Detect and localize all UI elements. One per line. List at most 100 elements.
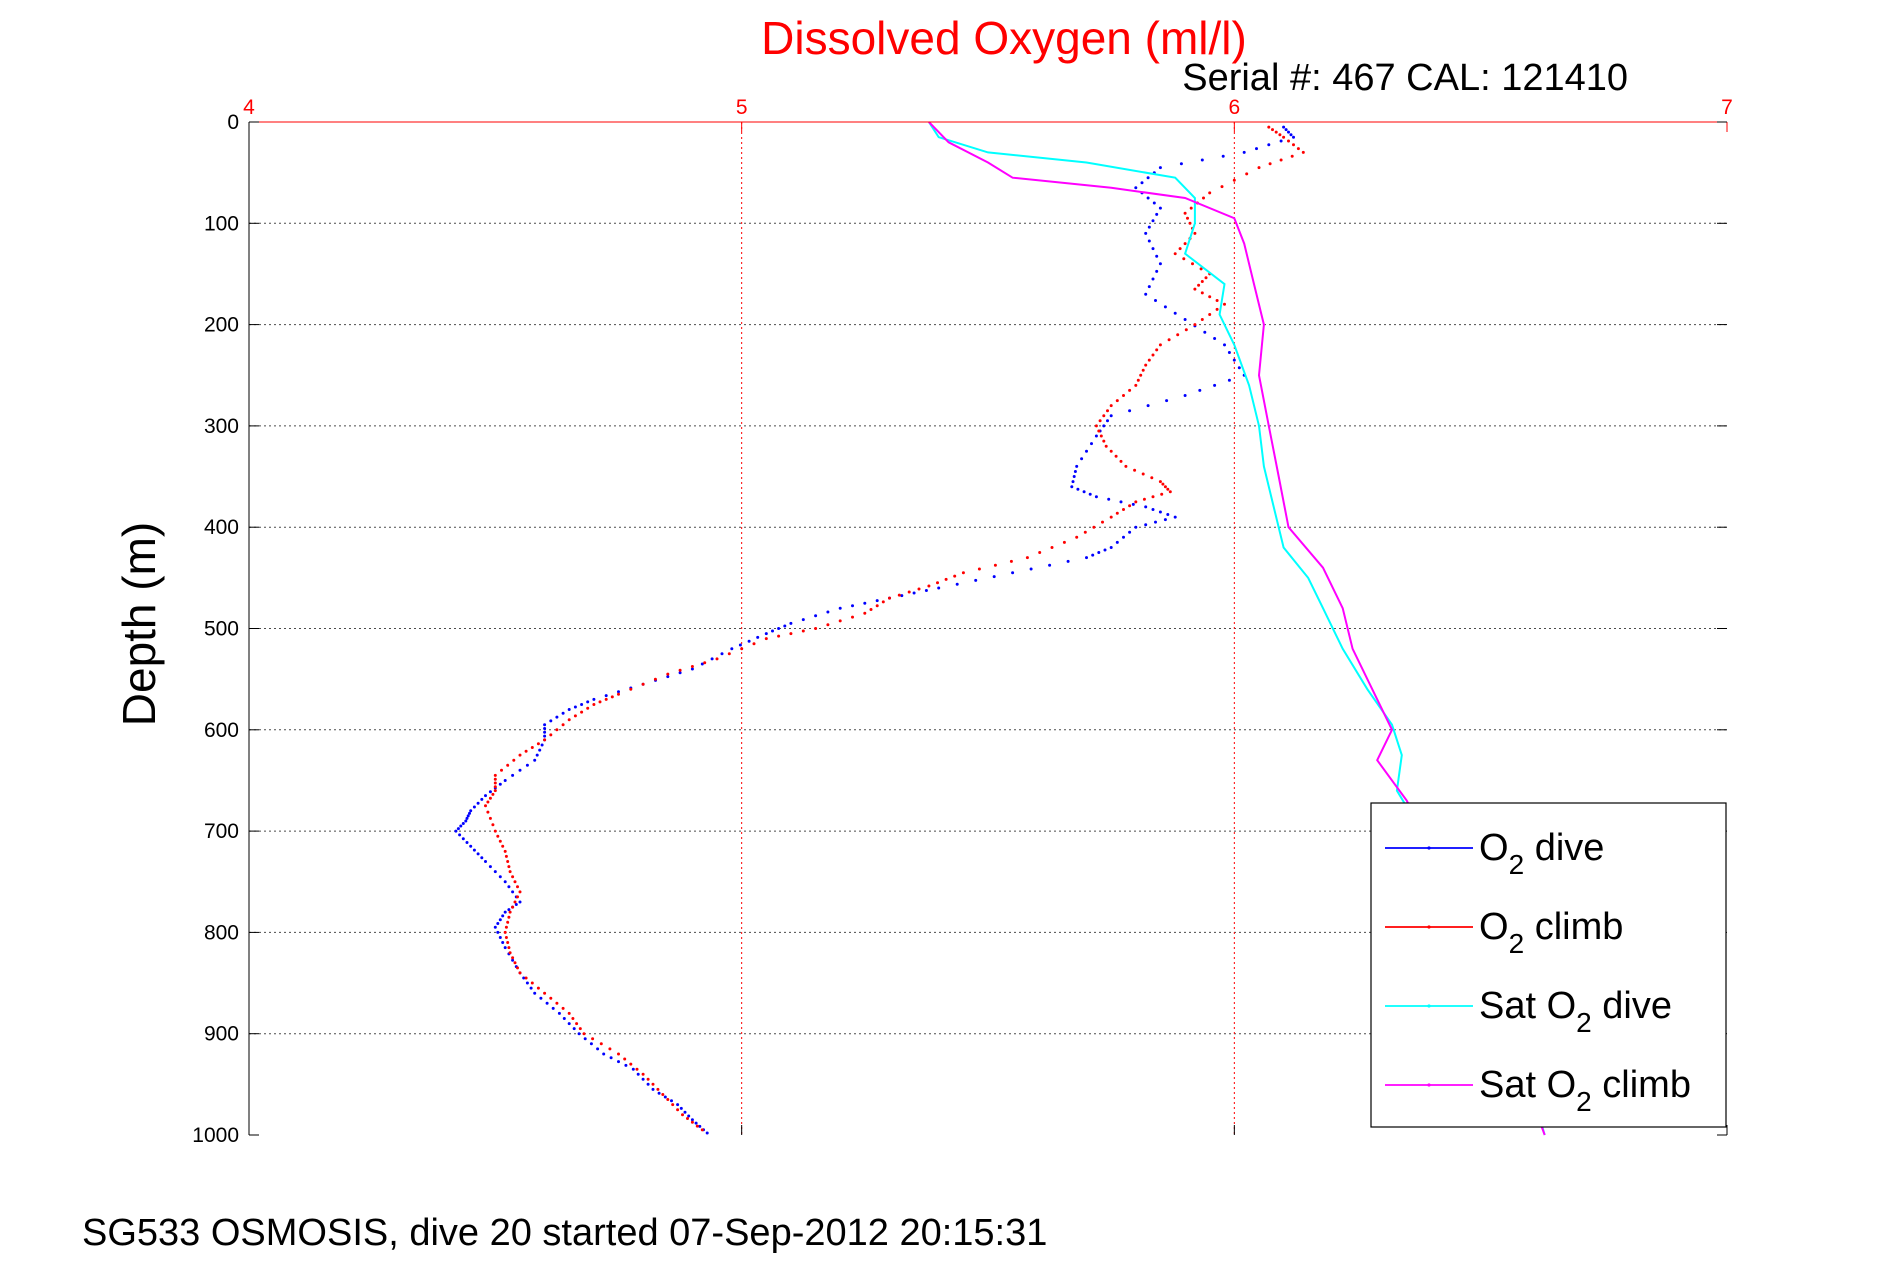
data-point-o2_dive — [555, 715, 559, 719]
data-point-o2_climb — [681, 1113, 684, 1117]
data-point-o2_climb — [1025, 556, 1029, 560]
legend-label-sat_climb: Sat O2 climb — [1479, 1064, 1691, 1117]
data-point-o2_dive — [851, 604, 854, 608]
data-point-o2_dive — [1292, 135, 1295, 139]
data-point-o2_climb — [715, 657, 719, 661]
data-point-o2_climb — [1215, 307, 1219, 311]
data-point-o2_climb — [993, 563, 997, 567]
data-point-o2_climb — [897, 593, 901, 597]
data-point-o2_climb — [513, 880, 517, 884]
data-point-o2_climb — [555, 728, 559, 732]
chart-subtitle: Serial #: 467 CAL: 121410 — [1182, 57, 1628, 99]
data-point-o2_dive — [501, 941, 505, 944]
data-point-o2_dive — [1147, 285, 1151, 289]
data-point-o2_dive — [461, 837, 465, 841]
data-point-o2_climb — [575, 1022, 579, 1026]
data-point-o2_climb — [1144, 363, 1148, 367]
data-point-o2_climb — [629, 1062, 633, 1066]
data-point-o2_climb — [1133, 468, 1137, 472]
data-point-o2_climb — [580, 710, 584, 714]
data-point-o2_climb — [1150, 476, 1154, 480]
data-point-o2_climb — [511, 905, 515, 909]
data-point-o2_dive — [543, 723, 547, 727]
data-point-o2_climb — [1158, 480, 1162, 484]
data-point-o2_dive — [900, 594, 904, 598]
data-point-o2_climb — [1193, 287, 1197, 291]
data-point-o2_climb — [1050, 546, 1054, 549]
data-point-o2_dive — [1090, 442, 1093, 446]
data-point-o2_dive — [488, 865, 492, 869]
data-point-o2_climb — [1124, 464, 1128, 468]
x-tick-label: 5 — [736, 96, 748, 119]
data-point-o2_dive — [572, 1027, 576, 1031]
data-point-o2_climb — [1109, 449, 1113, 453]
data-point-o2_dive — [1066, 559, 1070, 563]
data-point-o2_climb — [507, 865, 511, 869]
data-point-o2_dive — [468, 811, 471, 815]
series-o2_climb — [484, 125, 1305, 1132]
data-point-o2_dive — [498, 782, 502, 786]
data-point-o2_climb — [671, 1103, 675, 1107]
data-point-o2_dive — [1154, 299, 1157, 302]
legend-label-o2_dive: O2 dive — [1479, 827, 1604, 880]
data-point-o2_climb — [676, 1108, 680, 1112]
data-point-o2_climb — [888, 596, 891, 600]
data-point-o2_dive — [912, 591, 916, 595]
data-point-o2_dive — [1165, 399, 1169, 403]
data-point-o2_dive — [1144, 292, 1148, 296]
data-point-o2_dive — [596, 1047, 600, 1051]
data-point-o2_dive — [678, 671, 682, 675]
data-point-o2_dive — [609, 1056, 613, 1060]
data-point-o2_climb — [555, 1001, 559, 1005]
data-point-o2_dive — [1151, 219, 1155, 223]
data-point-o2_dive — [783, 624, 787, 628]
data-point-o2_dive — [666, 675, 670, 679]
data-point-o2_climb — [1106, 409, 1109, 413]
data-point-o2_climb — [496, 834, 500, 838]
data-point-o2_climb — [629, 687, 633, 691]
data-point-o2_dive — [1082, 490, 1086, 494]
data-point-o2_dive — [1227, 378, 1231, 382]
data-point-o2_dive — [522, 976, 526, 980]
data-point-o2_dive — [1213, 337, 1217, 340]
data-point-o2_climb — [518, 890, 522, 894]
data-point-o2_climb — [1287, 139, 1290, 143]
data-point-o2_climb — [1296, 147, 1300, 151]
data-point-o2_climb — [1279, 158, 1283, 162]
data-point-o2_climb — [507, 946, 511, 950]
data-point-o2_climb — [543, 738, 547, 742]
data-point-o2_climb — [504, 925, 508, 929]
data-point-o2_climb — [1232, 178, 1236, 182]
data-point-o2_dive — [484, 860, 487, 863]
data-point-o2_dive — [1151, 508, 1155, 511]
data-point-o2_climb — [599, 1042, 603, 1046]
data-point-o2_climb — [592, 703, 596, 706]
data-point-o2_climb — [1257, 166, 1261, 170]
data-point-o2_dive — [465, 841, 469, 844]
data-point-o2_dive — [496, 922, 500, 925]
data-point-o2_climb — [690, 665, 694, 668]
data-point-o2_climb — [661, 1093, 665, 1096]
data-point-o2_dive — [1070, 485, 1074, 489]
chart-title: Dissolved Oxygen (ml/l) — [761, 12, 1247, 64]
data-point-o2_dive — [507, 908, 511, 912]
data-point-o2_dive — [705, 1131, 709, 1135]
legend-marker-sat_dive — [1427, 1004, 1431, 1008]
data-point-o2_climb — [1274, 130, 1278, 134]
data-point-o2_climb — [907, 590, 911, 594]
data-point-o2_dive — [1198, 388, 1202, 392]
data-point-o2_climb — [491, 823, 495, 827]
data-point-o2_dive — [1119, 500, 1123, 504]
data-point-o2_dive — [1152, 201, 1156, 205]
data-point-o2_dive — [1072, 475, 1076, 478]
data-point-o2_dive — [1284, 128, 1288, 132]
y-tick-label: 900 — [204, 1023, 239, 1046]
y-tick-label: 800 — [204, 921, 239, 944]
data-point-o2_climb — [506, 860, 510, 863]
data-point-o2_climb — [646, 1077, 650, 1081]
data-point-o2_dive — [694, 1121, 698, 1125]
data-point-o2_climb — [508, 870, 512, 874]
data-point-o2_climb — [486, 800, 490, 804]
data-point-o2_climb — [604, 697, 608, 701]
data-point-o2_climb — [1114, 454, 1118, 458]
